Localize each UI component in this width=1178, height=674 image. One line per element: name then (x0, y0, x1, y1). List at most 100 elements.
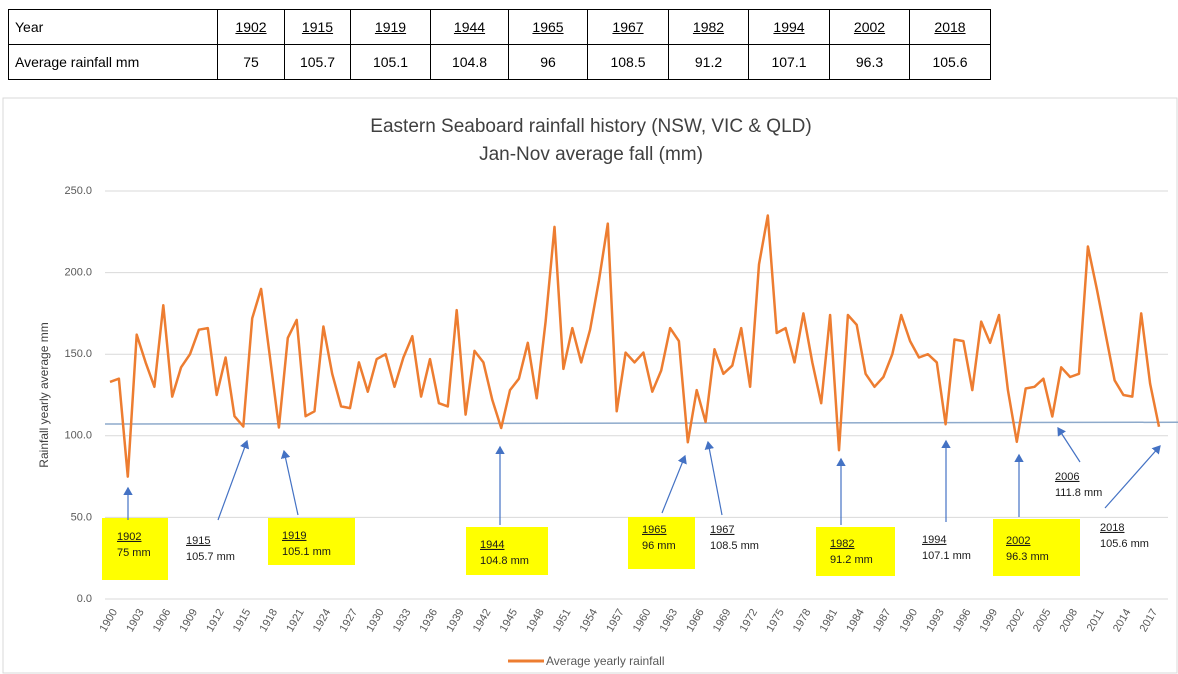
y-tick-label: 150.0 (64, 348, 92, 360)
x-tick-label: 2011 (1085, 607, 1107, 633)
table-cell: 1982 (668, 9, 749, 45)
x-tick-label: 1966 (684, 607, 707, 634)
x-tick-label: 2014 (1111, 607, 1134, 634)
annotation-text: 105.1 mm (282, 546, 331, 558)
annotation-year: 1915 (186, 535, 210, 547)
table-cell: 1967 (587, 9, 669, 45)
y-axis-label: Rainfall yearly average mm (37, 322, 51, 467)
trend-line (104, 421, 1178, 425)
x-tick-label: 1933 (391, 607, 414, 634)
x-tick-label: 1915 (231, 607, 254, 634)
chart-border (2, 97, 1178, 674)
x-tick-label: 1999 (978, 607, 1001, 634)
annotation-arrow (217, 439, 250, 521)
x-tick-label: 1963 (658, 607, 681, 634)
annotation-year: 1982 (830, 538, 854, 550)
annotation-text: 107.1 mm (922, 550, 971, 562)
x-tick-label: 1906 (151, 607, 174, 634)
chart-subtitle: Jan-Nov average fall (mm) (479, 144, 703, 165)
annotation-arrow (1104, 445, 1161, 509)
annotation-year: 1994 (922, 534, 946, 546)
table-cell: 1919 (350, 9, 431, 45)
annotation-text: 75 mm (117, 547, 151, 559)
annotation-year: 2002 (1006, 535, 1030, 547)
x-tick-label: 2005 (1031, 607, 1054, 634)
data-line (109, 214, 1161, 478)
annotation-box (102, 518, 168, 580)
table-cell: 108.5 (587, 44, 669, 80)
annotation-arrow (661, 454, 687, 514)
x-tick-label: 1942 (471, 607, 494, 634)
annotation-text: 96.3 mm (1006, 551, 1049, 563)
annotation-box (816, 527, 895, 576)
table-cell: 105.1 (350, 44, 431, 80)
table-cell: 104.8 (430, 44, 509, 80)
table-row: Average rainfall mm 75 105.7 105.1 104.8 96 10… (8, 44, 991, 80)
x-tick-label: 1954 (578, 607, 601, 634)
table-cell: Year (8, 9, 218, 45)
x-tick-label: 2017 (1138, 607, 1161, 634)
annotation-text: 105.7 mm (186, 551, 235, 563)
annotation-text: 104.8 mm (480, 555, 529, 567)
x-tick-label: 1975 (764, 607, 787, 634)
annotation-text: 96 mm (642, 540, 676, 552)
x-tick-label: 1909 (177, 607, 200, 634)
annotation-box (268, 518, 355, 565)
x-tick-label: 1939 (444, 607, 467, 634)
y-tick-label: 250.0 (64, 185, 92, 197)
chart-title: Eastern Seaboard rainfall history (NSW, … (370, 116, 811, 137)
x-tick-label: 1987 (871, 607, 894, 634)
table-cell: 96 (508, 44, 588, 80)
annotation-year: 2018 (1100, 522, 1124, 534)
x-tick-label: 1984 (844, 607, 867, 634)
x-tick-label: 1936 (418, 607, 441, 634)
annotation-year: 1919 (282, 530, 306, 542)
annotation-arrow (1057, 426, 1081, 463)
x-tick-label: 1930 (364, 607, 387, 634)
x-tick-label: 1900 (97, 607, 120, 634)
table-cell: 107.1 (748, 44, 830, 80)
summary-table: Year 1902 1915 1919 1944 1965 1967 1982 1994 2002… (8, 9, 991, 80)
annotation-year: 2006 (1055, 471, 1079, 483)
table-cell: 1902 (217, 9, 285, 45)
annotation-year: 1902 (117, 531, 141, 543)
annotation-text: 91.2 mm (830, 554, 873, 566)
table-cell: 1994 (748, 9, 830, 45)
table-cell: Average rainfall mm (8, 44, 218, 80)
table-cell: 91.2 (668, 44, 749, 80)
annotation-text: 108.5 mm (710, 540, 759, 552)
annotation-year: 1944 (480, 539, 504, 551)
x-tick-label: 1912 (204, 607, 227, 634)
annotation-box (466, 527, 548, 575)
table-cell: 105.6 (909, 44, 991, 80)
x-tick-label: 1918 (257, 607, 280, 634)
x-tick-label: 1948 (524, 607, 547, 634)
x-tick-label: 1972 (738, 607, 761, 634)
table-cell: 105.7 (284, 44, 351, 80)
table-cell: 96.3 (829, 44, 910, 80)
table-row: Year 1902 1915 1919 1944 1965 1967 1982 1994 2002… (8, 9, 991, 45)
x-tick-label: 1951 (551, 607, 574, 634)
x-tick-label: 1945 (498, 607, 521, 634)
x-tick-label: 1921 (284, 607, 307, 634)
x-tick-label: 1978 (791, 607, 814, 634)
x-tick-label: 1969 (711, 607, 734, 634)
x-tick-label: 1903 (124, 607, 147, 634)
y-tick-label: 100.0 (64, 430, 92, 442)
annotation-text: 111.8 mm (1055, 487, 1102, 499)
x-tick-label: 1990 (898, 607, 921, 634)
annotation-year: 1967 (710, 524, 734, 536)
y-tick-label: 0.0 (77, 593, 92, 605)
x-tick-label: 1993 (924, 607, 947, 634)
x-tick-label: 1924 (311, 607, 334, 634)
x-tick-label: 1981 (818, 607, 841, 634)
legend-label: Average yearly rainfall (546, 654, 665, 668)
x-tick-label: 1927 (338, 607, 361, 634)
annotation-box (993, 519, 1080, 576)
y-tick-label: 200.0 (64, 267, 92, 279)
annotation-arrow (280, 449, 299, 516)
x-tick-label: 1996 (951, 607, 974, 634)
x-tick-label: 2002 (1004, 607, 1027, 634)
